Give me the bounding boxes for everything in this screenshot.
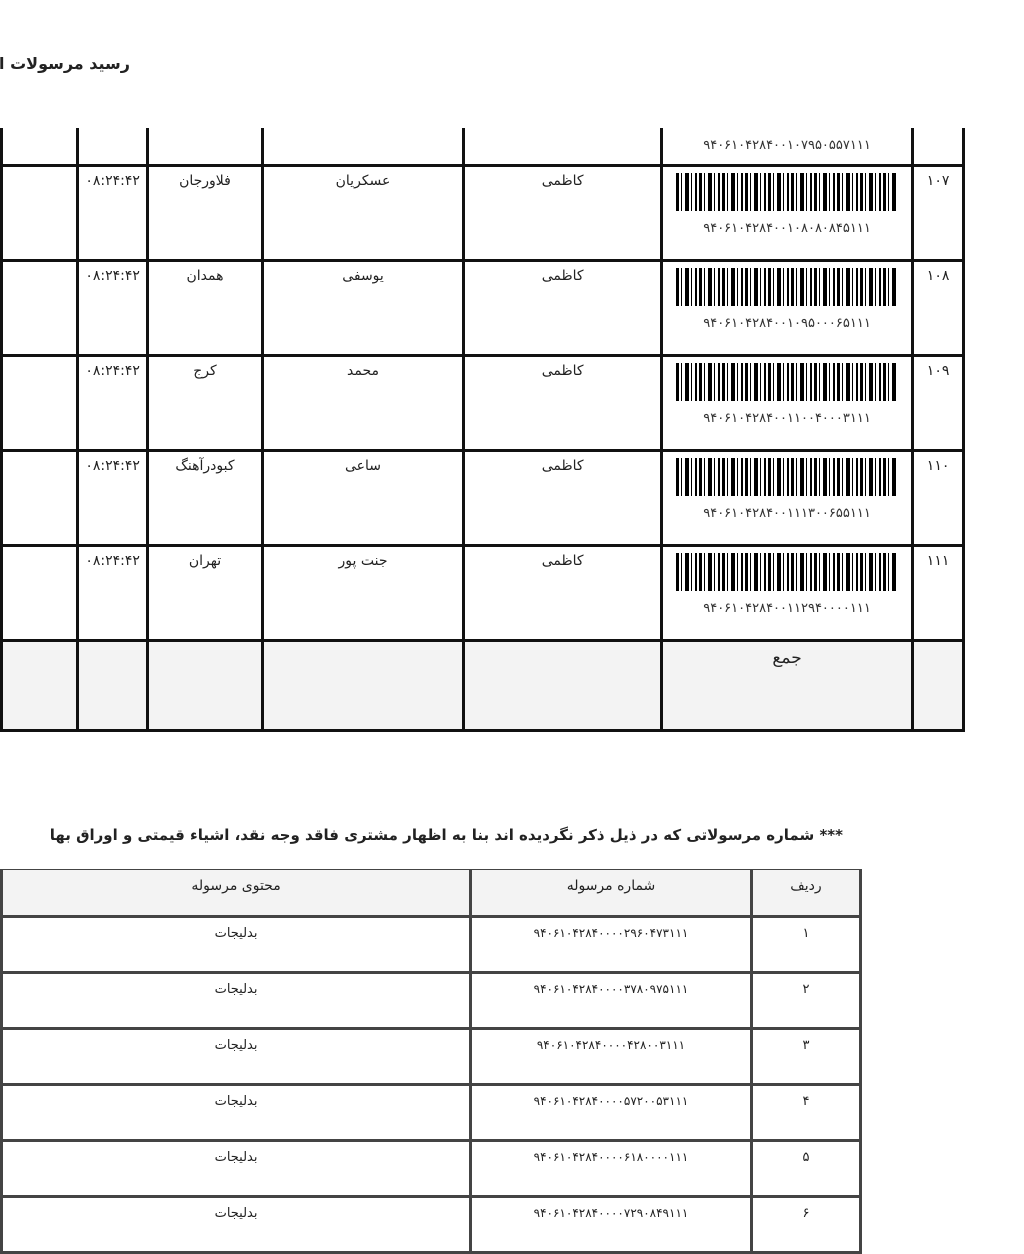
extra-cell [0, 449, 79, 547]
city: کبودرآهنگ [146, 449, 264, 547]
time: ۰۸:۲۴:۴۲ [75, 164, 150, 262]
contents-row: ۳ ۹۴۰۶۱۰۴۲۸۴۰۰۰۰۴۲۸۰۰۳۱۱۱ بدلیجات [0, 1028, 863, 1086]
time: ۰۸:۲۴:۴۲ [75, 259, 150, 357]
header-row-number: ردیف [749, 869, 863, 918]
contents-table: ردیف شماره مرسوله محتوی مرسوله ۱ ۹۴۰۶۱۰۴… [0, 869, 863, 1254]
contents-row: ۲ ۹۴۰۶۱۰۴۲۸۴۰۰۰۰۳۷۸۰۹۷۵۱۱۱ بدلیجات [0, 972, 863, 1030]
tracking-number: ۹۴۰۶۱۰۴۲۸۴۰۰۱۰۸۰۸۰۸۴۵۱۱۱ [703, 221, 871, 236]
empty-cell [75, 639, 150, 732]
empty-cell [462, 639, 663, 732]
row-number: ۱ [749, 916, 863, 974]
content: بدلیجات [0, 972, 473, 1030]
empty-cell [260, 639, 466, 732]
shipment-row: ۱۱۱ ۹۴۰۶۱۰۴۲۸۴۰۰۱۱۲۹۴۰۰۰۰۱۱۱ کاظمی جنت پ… [0, 544, 965, 642]
empty-cell [911, 639, 965, 732]
header-tracking: شماره مرسوله [469, 869, 753, 918]
page-title: رسید مرسولات اظ [0, 54, 130, 73]
city: همدان [146, 259, 264, 357]
empty-cell [146, 639, 264, 732]
exclusion-note: *** شماره مرسولاتی که در ذیل ذکر نگردیده… [49, 826, 843, 844]
content: بدلیجات [0, 1028, 473, 1086]
tracking-cell: ۹۴۰۶۱۰۴۲۸۴۰۰۱۰۷۹۵۰۵۵۷۱۱۱ [659, 128, 915, 167]
barcode-image [676, 553, 899, 591]
barcode-image [676, 363, 899, 401]
row-number: ۱۰۹ [911, 354, 965, 452]
tracking-cell: ۹۴۰۶۱۰۴۲۸۴۰۰۱۱۰۰۴۰۰۰۳۱۱۱ [659, 354, 915, 452]
tracking-number: ۹۴۰۶۱۰۴۲۸۴۰۰۱۰۹۵۰۰۰۶۵۱۱۱ [703, 316, 871, 331]
content: بدلیجات [0, 1140, 473, 1198]
tracking-number: ۹۴۰۶۱۰۴۲۸۴۰۰۰۰۵۷۲۰۰۵۳۱۱۱ [469, 1084, 753, 1142]
sender: کاظمی [462, 544, 663, 642]
row-number: ۱۱۰ [911, 449, 965, 547]
city: تهران [146, 544, 264, 642]
extra-cell [0, 128, 79, 167]
total-label: جمع [659, 639, 915, 732]
time: ۰۸:۲۴:۴۲ [75, 354, 150, 452]
tracking-number: ۹۴۰۶۱۰۴۲۸۴۰۰۱۱۱۳۰۰۶۵۵۱۱۱ [703, 506, 871, 521]
sender [462, 128, 663, 167]
time [75, 128, 150, 167]
shipment-row: ۹۴۰۶۱۰۴۲۸۴۰۰۱۰۷۹۵۰۵۵۷۱۱۱ [0, 128, 965, 167]
receiver: جنت پور [260, 544, 466, 642]
row-number: ۴ [749, 1084, 863, 1142]
row-number: ۳ [749, 1028, 863, 1086]
tracking-cell: ۹۴۰۶۱۰۴۲۸۴۰۰۱۱۲۹۴۰۰۰۰۱۱۱ [659, 544, 915, 642]
time: ۰۸:۲۴:۴۲ [75, 449, 150, 547]
sender: کاظمی [462, 449, 663, 547]
tracking-number: ۹۴۰۶۱۰۴۲۸۴۰۰۰۰۴۲۸۰۰۳۱۱۱ [469, 1028, 753, 1086]
contents-row: ۱ ۹۴۰۶۱۰۴۲۸۴۰۰۰۰۲۹۶۰۴۷۳۱۱۱ بدلیجات [0, 916, 863, 974]
sender: کاظمی [462, 164, 663, 262]
city [146, 128, 264, 167]
total-row: جمع [0, 639, 965, 732]
shipment-row: ۱۰۹ ۹۴۰۶۱۰۴۲۸۴۰۰۱۱۰۰۴۰۰۰۳۱۱۱ کاظمی محمد … [0, 354, 965, 452]
row-number: ۵ [749, 1140, 863, 1198]
receiver: عسکریان [260, 164, 466, 262]
contents-row: ۵ ۹۴۰۶۱۰۴۲۸۴۰۰۰۰۶۱۸۰۰۰۰۱۱۱ بدلیجات [0, 1140, 863, 1198]
barcode-image [676, 173, 899, 211]
city: فلاورجان [146, 164, 264, 262]
sender: کاظمی [462, 354, 663, 452]
row-number: ۶ [749, 1196, 863, 1254]
content: بدلیجات [0, 916, 473, 974]
tracking-cell: ۹۴۰۶۱۰۴۲۸۴۰۰۱۰۹۵۰۰۰۶۵۱۱۱ [659, 259, 915, 357]
shipment-row: ۱۱۰ ۹۴۰۶۱۰۴۲۸۴۰۰۱۱۱۳۰۰۶۵۵۱۱۱ کاظمی ساعی … [0, 449, 965, 547]
tracking-number: ۹۴۰۶۱۰۴۲۸۴۰۰۱۱۰۰۴۰۰۰۳۱۱۱ [703, 411, 871, 426]
tracking-number: ۹۴۰۶۱۰۴۲۸۴۰۰۰۰۶۱۸۰۰۰۰۱۱۱ [469, 1140, 753, 1198]
tracking-number: ۹۴۰۶۱۰۴۲۸۴۰۰۰۰۲۹۶۰۴۷۳۱۱۱ [469, 916, 753, 974]
barcode-image [676, 268, 899, 306]
empty-cell [0, 639, 79, 732]
receiver: ساعی [260, 449, 466, 547]
content: بدلیجات [0, 1084, 473, 1142]
tracking-cell: ۹۴۰۶۱۰۴۲۸۴۰۰۱۱۱۳۰۰۶۵۵۱۱۱ [659, 449, 915, 547]
tracking-cell: ۹۴۰۶۱۰۴۲۸۴۰۰۱۰۸۰۸۰۸۴۵۱۱۱ [659, 164, 915, 262]
tracking-number: ۹۴۰۶۱۰۴۲۸۴۰۰۰۰۷۲۹۰۸۴۹۱۱۱ [469, 1196, 753, 1254]
shipments-table: ۹۴۰۶۱۰۴۲۸۴۰۰۱۰۷۹۵۰۵۵۷۱۱۱ ۱۰۷ ۹۴۰۶۱۰۴۲۸۴۰… [0, 128, 965, 732]
row-number: ۲ [749, 972, 863, 1030]
tracking-number: ۹۴۰۶۱۰۴۲۸۴۰۰۱۱۲۹۴۰۰۰۰۱۱۱ [703, 601, 871, 616]
sender: کاظمی [462, 259, 663, 357]
shipment-row: ۱۰۷ ۹۴۰۶۱۰۴۲۸۴۰۰۱۰۸۰۸۰۸۴۵۱۱۱ کاظمی عسکری… [0, 164, 965, 262]
contents-row: ۶ ۹۴۰۶۱۰۴۲۸۴۰۰۰۰۷۲۹۰۸۴۹۱۱۱ بدلیجات [0, 1196, 863, 1254]
receiver [260, 128, 466, 167]
tracking-number: ۹۴۰۶۱۰۴۲۸۴۰۰۰۰۳۷۸۰۹۷۵۱۱۱ [469, 972, 753, 1030]
receiver: یوسفی [260, 259, 466, 357]
header-content: محتوی مرسوله [0, 869, 473, 918]
time: ۰۸:۲۴:۴۲ [75, 544, 150, 642]
contents-row: ۴ ۹۴۰۶۱۰۴۲۸۴۰۰۰۰۵۷۲۰۰۵۳۱۱۱ بدلیجات [0, 1084, 863, 1142]
shipment-row: ۱۰۸ ۹۴۰۶۱۰۴۲۸۴۰۰۱۰۹۵۰۰۰۶۵۱۱۱ کاظمی یوسفی… [0, 259, 965, 357]
content: بدلیجات [0, 1196, 473, 1254]
row-number: ۱۰۷ [911, 164, 965, 262]
row-number: ۱۰۸ [911, 259, 965, 357]
row-number: ۱۱۱ [911, 544, 965, 642]
row-number [911, 128, 965, 167]
extra-cell [0, 259, 79, 357]
extra-cell [0, 544, 79, 642]
extra-cell [0, 164, 79, 262]
contents-header-row: ردیف شماره مرسوله محتوی مرسوله [0, 869, 863, 918]
city: کرج [146, 354, 264, 452]
receiver: محمد [260, 354, 466, 452]
barcode-image [676, 458, 899, 496]
tracking-number: ۹۴۰۶۱۰۴۲۸۴۰۰۱۰۷۹۵۰۵۵۷۱۱۱ [703, 138, 871, 153]
extra-cell [0, 354, 79, 452]
